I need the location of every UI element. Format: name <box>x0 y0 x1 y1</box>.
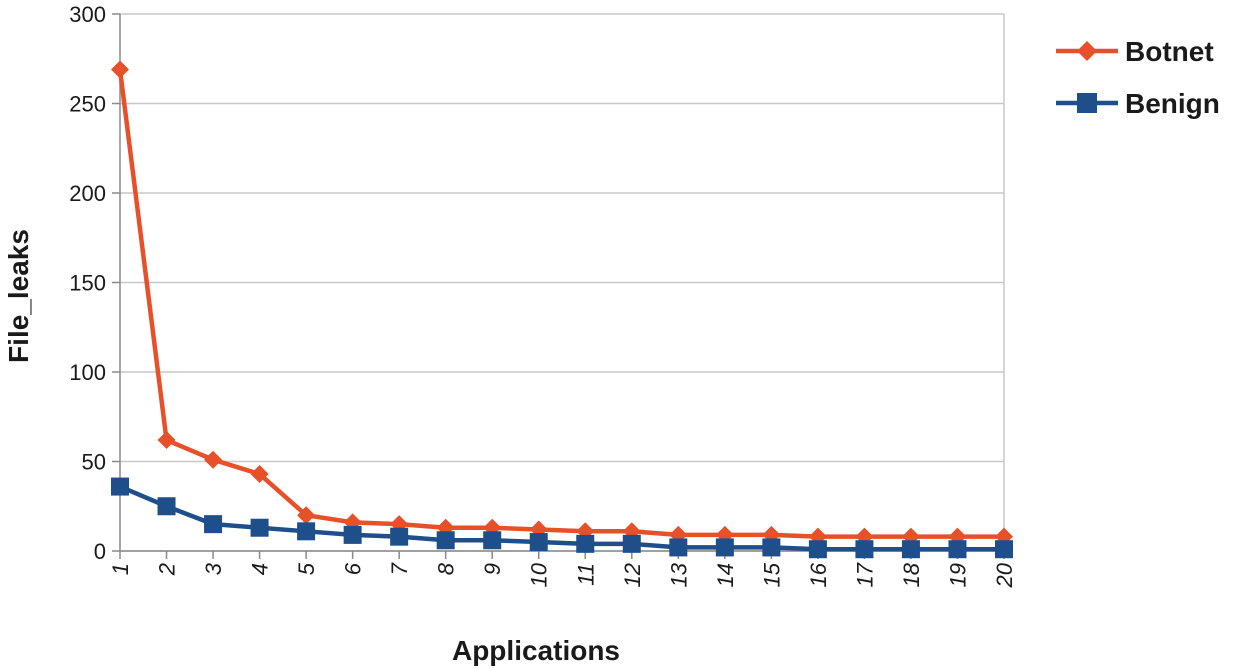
legend-item-botnet: Botnet <box>1056 36 1214 67</box>
y-tick-label: 200 <box>69 181 106 206</box>
y-tick-label: 150 <box>69 271 106 296</box>
series <box>111 60 1013 559</box>
x-tick-label: 17 <box>852 562 877 587</box>
legend-swatch-marker <box>1077 41 1097 61</box>
y-axis-title: File_leaks <box>3 229 34 363</box>
benign-point <box>855 540 874 559</box>
botnet-point <box>111 60 129 79</box>
benign-point <box>948 540 967 559</box>
x-tick-label: 14 <box>713 563 738 587</box>
x-tick-label: 20 <box>992 562 1017 588</box>
axes <box>112 13 1005 559</box>
benign-point <box>436 531 455 550</box>
botnet-point <box>204 450 223 469</box>
x-tick-label: 12 <box>620 563 645 587</box>
botnet-point <box>250 465 269 484</box>
benign-point <box>762 538 781 557</box>
x-tick-label: 4 <box>248 563 273 575</box>
benign-point <box>390 527 409 546</box>
series-botnet <box>111 60 1013 546</box>
legend-label: Benign <box>1125 88 1220 119</box>
y-tick-label: 50 <box>82 450 106 475</box>
x-tick-label: 5 <box>294 562 319 575</box>
x-tick-label: 11 <box>573 563 598 586</box>
gridlines <box>120 13 1005 552</box>
benign-point <box>297 522 316 541</box>
y-tick-label: 0 <box>94 539 106 564</box>
benign-point <box>622 534 641 553</box>
x-axis-ticks: 1 2 3 4 5 6 7 8 9 10 11 12 13 14 15 16 17 18 19 20 <box>108 562 1017 588</box>
x-tick-label: 2 <box>155 563 180 576</box>
x-tick-label: 3 <box>201 562 226 575</box>
legend-swatch-marker <box>1077 93 1097 113</box>
botnet-line <box>117 69 1004 539</box>
benign-point <box>669 538 688 557</box>
benign-point <box>576 534 595 553</box>
benign-point <box>808 540 827 559</box>
x-tick-label: 6 <box>341 562 366 575</box>
benign-point <box>157 497 176 516</box>
benign-point <box>111 477 129 496</box>
legend-item-benign: Benign <box>1056 88 1220 119</box>
benign-point <box>715 538 734 557</box>
y-tick-label: 250 <box>69 92 106 117</box>
benign-point <box>901 540 920 559</box>
x-axis-title: Applications <box>452 635 620 666</box>
botnet-point <box>157 431 176 450</box>
benign-line <box>119 484 1004 552</box>
x-tick-label: 8 <box>434 562 459 575</box>
x-tick-label: 9 <box>480 563 505 575</box>
x-tick-label: 16 <box>806 562 831 587</box>
y-tick-label: 100 <box>69 360 106 385</box>
x-tick-label: 15 <box>759 562 784 587</box>
series-benign <box>111 477 1013 559</box>
benign-point <box>250 518 269 537</box>
x-tick-label: 13 <box>666 562 691 587</box>
x-tick-label: 7 <box>387 562 412 575</box>
x-tick-label: 19 <box>945 563 970 587</box>
x-tick-label: 18 <box>899 562 924 587</box>
legend-label: Botnet <box>1125 36 1214 67</box>
benign-point <box>204 515 223 534</box>
y-tick-label: 300 <box>69 2 106 27</box>
y-axis-ticks: 0 50 100 150 200 250 300 <box>69 2 106 564</box>
benign-point <box>995 540 1013 559</box>
legend: Botnet Benign <box>1056 36 1220 119</box>
botnet-point <box>297 506 316 525</box>
benign-point <box>343 525 362 544</box>
benign-point <box>483 531 502 550</box>
benign-point <box>529 533 548 552</box>
x-tick-label: 10 <box>527 562 552 587</box>
x-tick-label: 1 <box>108 563 133 575</box>
